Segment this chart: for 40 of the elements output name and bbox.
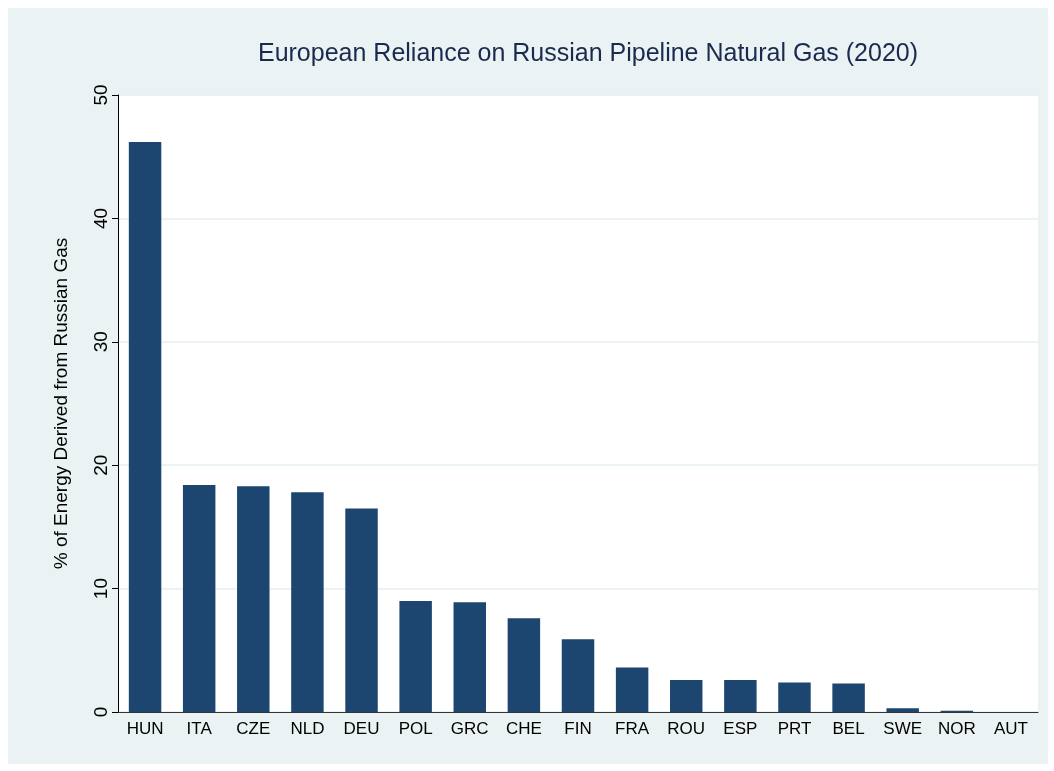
x-tick-label: PRT: [777, 719, 812, 738]
y-tick-label: 50: [90, 84, 111, 106]
x-tick-label: FIN: [564, 719, 592, 738]
x-tick-label: CHE: [505, 719, 542, 738]
y-tick-label: 30: [90, 331, 111, 353]
y-axis-title: % of Energy Derived from Russian Gas: [50, 237, 71, 570]
bar: [615, 667, 649, 712]
x-tick-label: BEL: [832, 719, 865, 738]
bar: [507, 618, 541, 712]
bar: [237, 486, 270, 712]
x-tick-label: DEU: [343, 719, 380, 738]
x-tick-label: AUT: [993, 719, 1028, 738]
bar: [561, 639, 595, 712]
bar: [182, 484, 216, 712]
x-tick-label: ROU: [667, 719, 706, 738]
bar: [399, 600, 432, 712]
x-tick-label: CZE: [236, 719, 271, 738]
x-tick-label: ITA: [186, 719, 213, 738]
x-tick-label: ESP: [723, 719, 758, 738]
y-tick-label: 20: [90, 454, 111, 476]
chart-title: European Reliance on Russian Pipeline Natural Gas (2020): [257, 37, 919, 66]
x-tick-label: NLD: [290, 719, 325, 738]
bar: [724, 679, 757, 712]
bar: [453, 602, 486, 712]
x-tick-label: SWE: [883, 719, 923, 738]
bar: [778, 682, 811, 712]
x-tick-label: GRC: [450, 719, 489, 738]
x-tick-label: NOR: [937, 719, 976, 738]
bar: [291, 492, 324, 712]
y-tick-label: 10: [90, 578, 111, 600]
x-tick-label: FRA: [615, 719, 650, 738]
x-tick-label: HUN: [126, 719, 164, 738]
bar: [128, 141, 162, 712]
y-tick-label: 0: [90, 706, 111, 718]
bar: [886, 708, 919, 712]
x-tick-label: POL: [398, 719, 433, 738]
y-tick-label: 40: [90, 207, 111, 229]
bar: [832, 683, 865, 712]
bar: [345, 508, 378, 712]
bar: [670, 679, 703, 712]
